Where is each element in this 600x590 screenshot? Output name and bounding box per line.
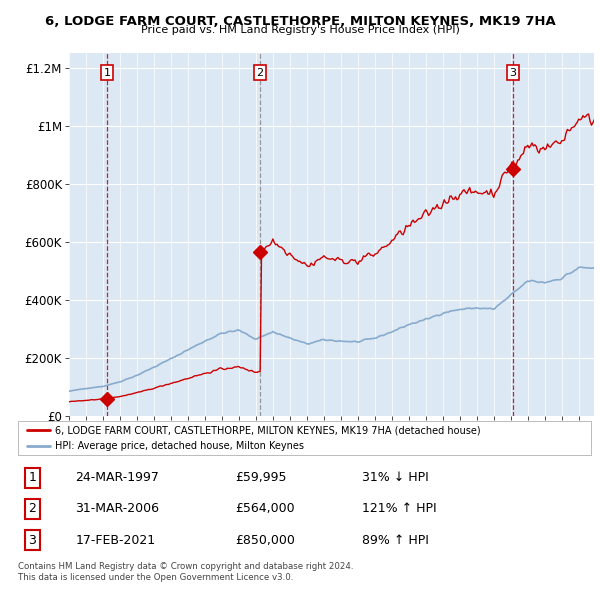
Text: £59,995: £59,995 (236, 471, 287, 484)
Text: 1: 1 (103, 68, 110, 78)
Text: 6, LODGE FARM COURT, CASTLETHORPE, MILTON KEYNES, MK19 7HA (detached house): 6, LODGE FARM COURT, CASTLETHORPE, MILTO… (55, 425, 481, 435)
Text: 17-FEB-2021: 17-FEB-2021 (76, 533, 155, 546)
Text: 3: 3 (509, 68, 516, 78)
Text: Contains HM Land Registry data © Crown copyright and database right 2024.
This d: Contains HM Land Registry data © Crown c… (18, 562, 353, 582)
Text: 24-MAR-1997: 24-MAR-1997 (76, 471, 159, 484)
Text: 121% ↑ HPI: 121% ↑ HPI (362, 502, 436, 516)
Text: 31% ↓ HPI: 31% ↓ HPI (362, 471, 428, 484)
Text: £564,000: £564,000 (236, 502, 295, 516)
Text: £850,000: £850,000 (236, 533, 296, 546)
Text: 89% ↑ HPI: 89% ↑ HPI (362, 533, 428, 546)
Text: HPI: Average price, detached house, Milton Keynes: HPI: Average price, detached house, Milt… (55, 441, 304, 451)
Text: 2: 2 (257, 68, 264, 78)
Text: 6, LODGE FARM COURT, CASTLETHORPE, MILTON KEYNES, MK19 7HA: 6, LODGE FARM COURT, CASTLETHORPE, MILTO… (44, 15, 556, 28)
Text: 2: 2 (28, 502, 36, 516)
Text: Price paid vs. HM Land Registry's House Price Index (HPI): Price paid vs. HM Land Registry's House … (140, 25, 460, 35)
Text: 1: 1 (28, 471, 36, 484)
Text: 31-MAR-2006: 31-MAR-2006 (76, 502, 160, 516)
Text: 3: 3 (28, 533, 36, 546)
